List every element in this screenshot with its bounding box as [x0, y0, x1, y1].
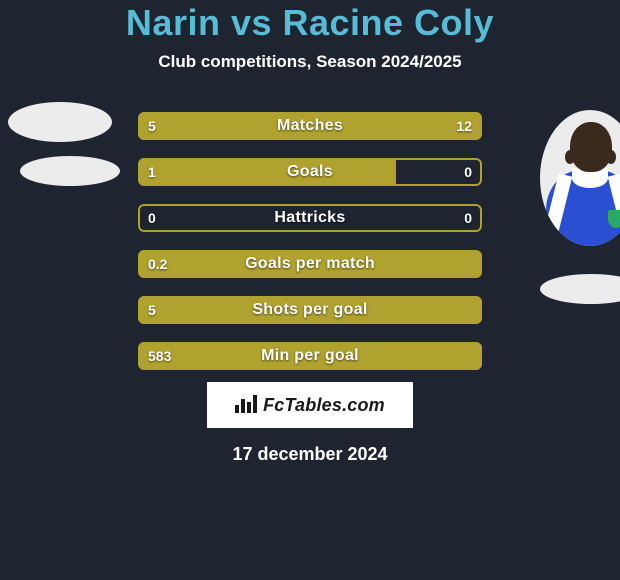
stat-bar: Hattricks0 0: [138, 204, 482, 232]
comparison-infographic: Narin vs Racine Coly Club competitions, …: [0, 0, 620, 580]
brand-box: FcTables.com: [207, 382, 413, 428]
bar-value-left: 1: [148, 158, 156, 186]
stat-bar: Matches5 12: [138, 112, 482, 140]
date: 17 december 2024: [0, 444, 620, 465]
stat-bar: Goals1 0: [138, 158, 482, 186]
bar-value-left: 583: [148, 342, 171, 370]
subtitle: Club competitions, Season 2024/2025: [0, 52, 620, 72]
bar-label: Shots per goal: [138, 296, 482, 324]
stat-bar: Goals per match0.2: [138, 250, 482, 278]
bar-value-right: 0: [464, 158, 472, 186]
player-right-avatar: [540, 110, 620, 246]
bar-value-left: 0: [148, 204, 156, 232]
bar-label: Hattricks: [138, 204, 482, 232]
bar-value-left: 5: [148, 296, 156, 324]
page-title: Narin vs Racine Coly: [0, 0, 620, 44]
main-row: Matches512Goals10Hattricks00Goals per ma…: [0, 102, 620, 382]
player-left-avatar-placeholder: [8, 102, 112, 142]
player-left-shadow: [20, 156, 120, 186]
bar-value-right: 12: [456, 112, 472, 140]
bar-value-right: 0: [464, 204, 472, 232]
brand-text: FcTables.com: [263, 395, 385, 416]
bar-value-left: 5: [148, 112, 156, 140]
stat-bar: Shots per goal5: [138, 296, 482, 324]
bar-label: Goals per match: [138, 250, 482, 278]
bar-label: Goals: [138, 158, 482, 186]
stat-bar: Min per goal583: [138, 342, 482, 370]
bar-value-left: 0.2: [148, 250, 167, 278]
bar-label: Matches: [138, 112, 482, 140]
player-right-illustration: [540, 110, 620, 246]
player-right-shadow: [540, 274, 620, 304]
brand-chart-icon: [235, 393, 257, 418]
stat-bars: Matches512Goals10Hattricks00Goals per ma…: [138, 112, 482, 388]
bar-label: Min per goal: [138, 342, 482, 370]
